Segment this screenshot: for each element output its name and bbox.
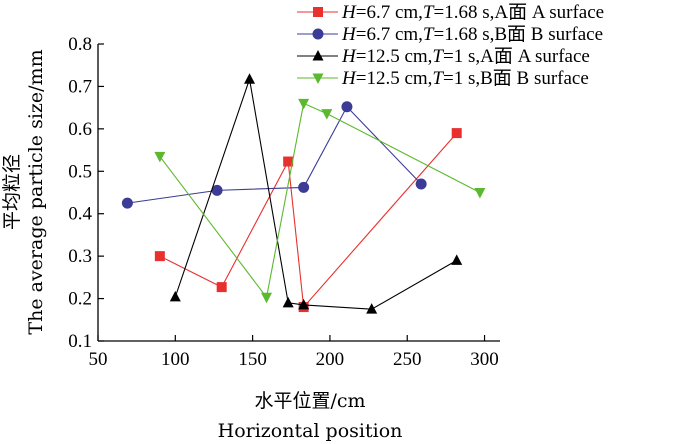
legend-label: H=6.7 cm,T=1.68 s,A面 A surface bbox=[341, 2, 604, 23]
data-point bbox=[283, 156, 294, 167]
data-point bbox=[154, 151, 166, 163]
legend-marker bbox=[312, 50, 324, 61]
legend-symbol: H bbox=[341, 24, 357, 45]
data-point bbox=[154, 251, 165, 262]
legend-item: H=6.7 cm,T=1.68 s,B面 B surface bbox=[297, 24, 603, 45]
legend-item: H=6.7 cm,T=1.68 s,A面 A surface bbox=[297, 2, 604, 23]
data-point bbox=[298, 298, 310, 310]
series-line bbox=[159, 132, 458, 309]
y-tick-label: 0.2 bbox=[68, 289, 92, 310]
y-tick-label: 0.5 bbox=[68, 161, 92, 182]
data-point bbox=[216, 282, 227, 293]
data-point bbox=[244, 73, 256, 84]
data-point bbox=[415, 178, 427, 190]
data-point bbox=[282, 296, 294, 308]
series-2 bbox=[121, 101, 427, 209]
y-tick-label: 0.8 bbox=[68, 34, 92, 55]
y-tick-label: 0.7 bbox=[68, 76, 92, 97]
y-tick-label: 0.6 bbox=[68, 119, 92, 140]
x-tick-label: 150 bbox=[238, 349, 267, 370]
legend-marker bbox=[312, 28, 324, 40]
series-3 bbox=[169, 73, 463, 314]
legend-marker bbox=[313, 7, 323, 17]
y-axis-title-en: The average particle size/mm bbox=[25, 49, 47, 334]
legend-text-part: =1 s,A面 A surface bbox=[443, 46, 590, 67]
series-layer bbox=[121, 73, 486, 314]
y-tick-label: 0.1 bbox=[68, 331, 92, 352]
x-axis-title-cn: 水平位置/cm bbox=[254, 390, 365, 412]
data-point bbox=[366, 303, 378, 314]
x-tick-label: 50 bbox=[89, 349, 108, 370]
x-tick-label: 200 bbox=[316, 349, 345, 370]
legend-symbol: T bbox=[423, 2, 435, 23]
axes bbox=[97, 44, 500, 342]
data-point bbox=[261, 292, 273, 304]
y-axis-title-cn: 平均粒径 bbox=[1, 154, 23, 230]
data-point bbox=[321, 109, 333, 120]
data-point bbox=[121, 197, 133, 209]
legend-text-part: =1 s,B面 B surface bbox=[443, 68, 589, 89]
legend-text-part: =6.7 cm, bbox=[356, 24, 423, 45]
series-line bbox=[127, 105, 422, 204]
series-line bbox=[174, 79, 457, 310]
legend-symbol: T bbox=[432, 68, 444, 89]
legend-label: H=12.5 cm,T=1 s,A面 A surface bbox=[341, 46, 590, 67]
legend-text-part: =12.5 cm, bbox=[356, 68, 433, 89]
legend-text-part: =12.5 cm, bbox=[356, 46, 433, 67]
legend-symbol: H bbox=[341, 68, 357, 89]
legend-symbol: T bbox=[432, 46, 444, 67]
y-tick-label: 0.4 bbox=[68, 204, 92, 225]
legend-item: H=12.5 cm,T=1 s,B面 B surface bbox=[297, 68, 589, 89]
legend-text-part: =1.68 s,A面 A surface bbox=[434, 2, 605, 23]
data-point bbox=[298, 98, 310, 110]
data-point bbox=[341, 101, 353, 113]
x-tick-label: 100 bbox=[161, 349, 190, 370]
legend-item: H=12.5 cm,T=1 s,A面 A surface bbox=[297, 46, 590, 67]
y-tick-label: 0.3 bbox=[68, 246, 92, 267]
x-axis-title-en: Horizontal position bbox=[218, 420, 403, 442]
data-point bbox=[474, 188, 486, 199]
data-point bbox=[451, 128, 462, 139]
data-point bbox=[298, 181, 310, 193]
legend-symbol: H bbox=[341, 2, 357, 23]
legend-label: H=6.7 cm,T=1.68 s,B面 B surface bbox=[341, 24, 603, 45]
legend-marker bbox=[312, 73, 324, 84]
series-4 bbox=[154, 98, 486, 304]
legend-text-part: =1.68 s,B面 B surface bbox=[434, 24, 604, 45]
legend-label: H=12.5 cm,T=1 s,B面 B surface bbox=[341, 68, 589, 89]
data-point bbox=[169, 290, 181, 302]
x-tick-label: 300 bbox=[470, 349, 499, 370]
ticks: 50 100 150 200 250 300 0.1 0.2 0.3 0.4 0.5 0.6 0.7 0.… bbox=[68, 34, 499, 370]
legend-text-part: =6.7 cm, bbox=[356, 2, 423, 23]
data-point bbox=[211, 184, 223, 196]
x-tick-label: 250 bbox=[393, 349, 422, 370]
legend-symbol: T bbox=[423, 24, 435, 45]
data-point bbox=[451, 254, 463, 265]
legend-symbol: H bbox=[341, 46, 357, 67]
